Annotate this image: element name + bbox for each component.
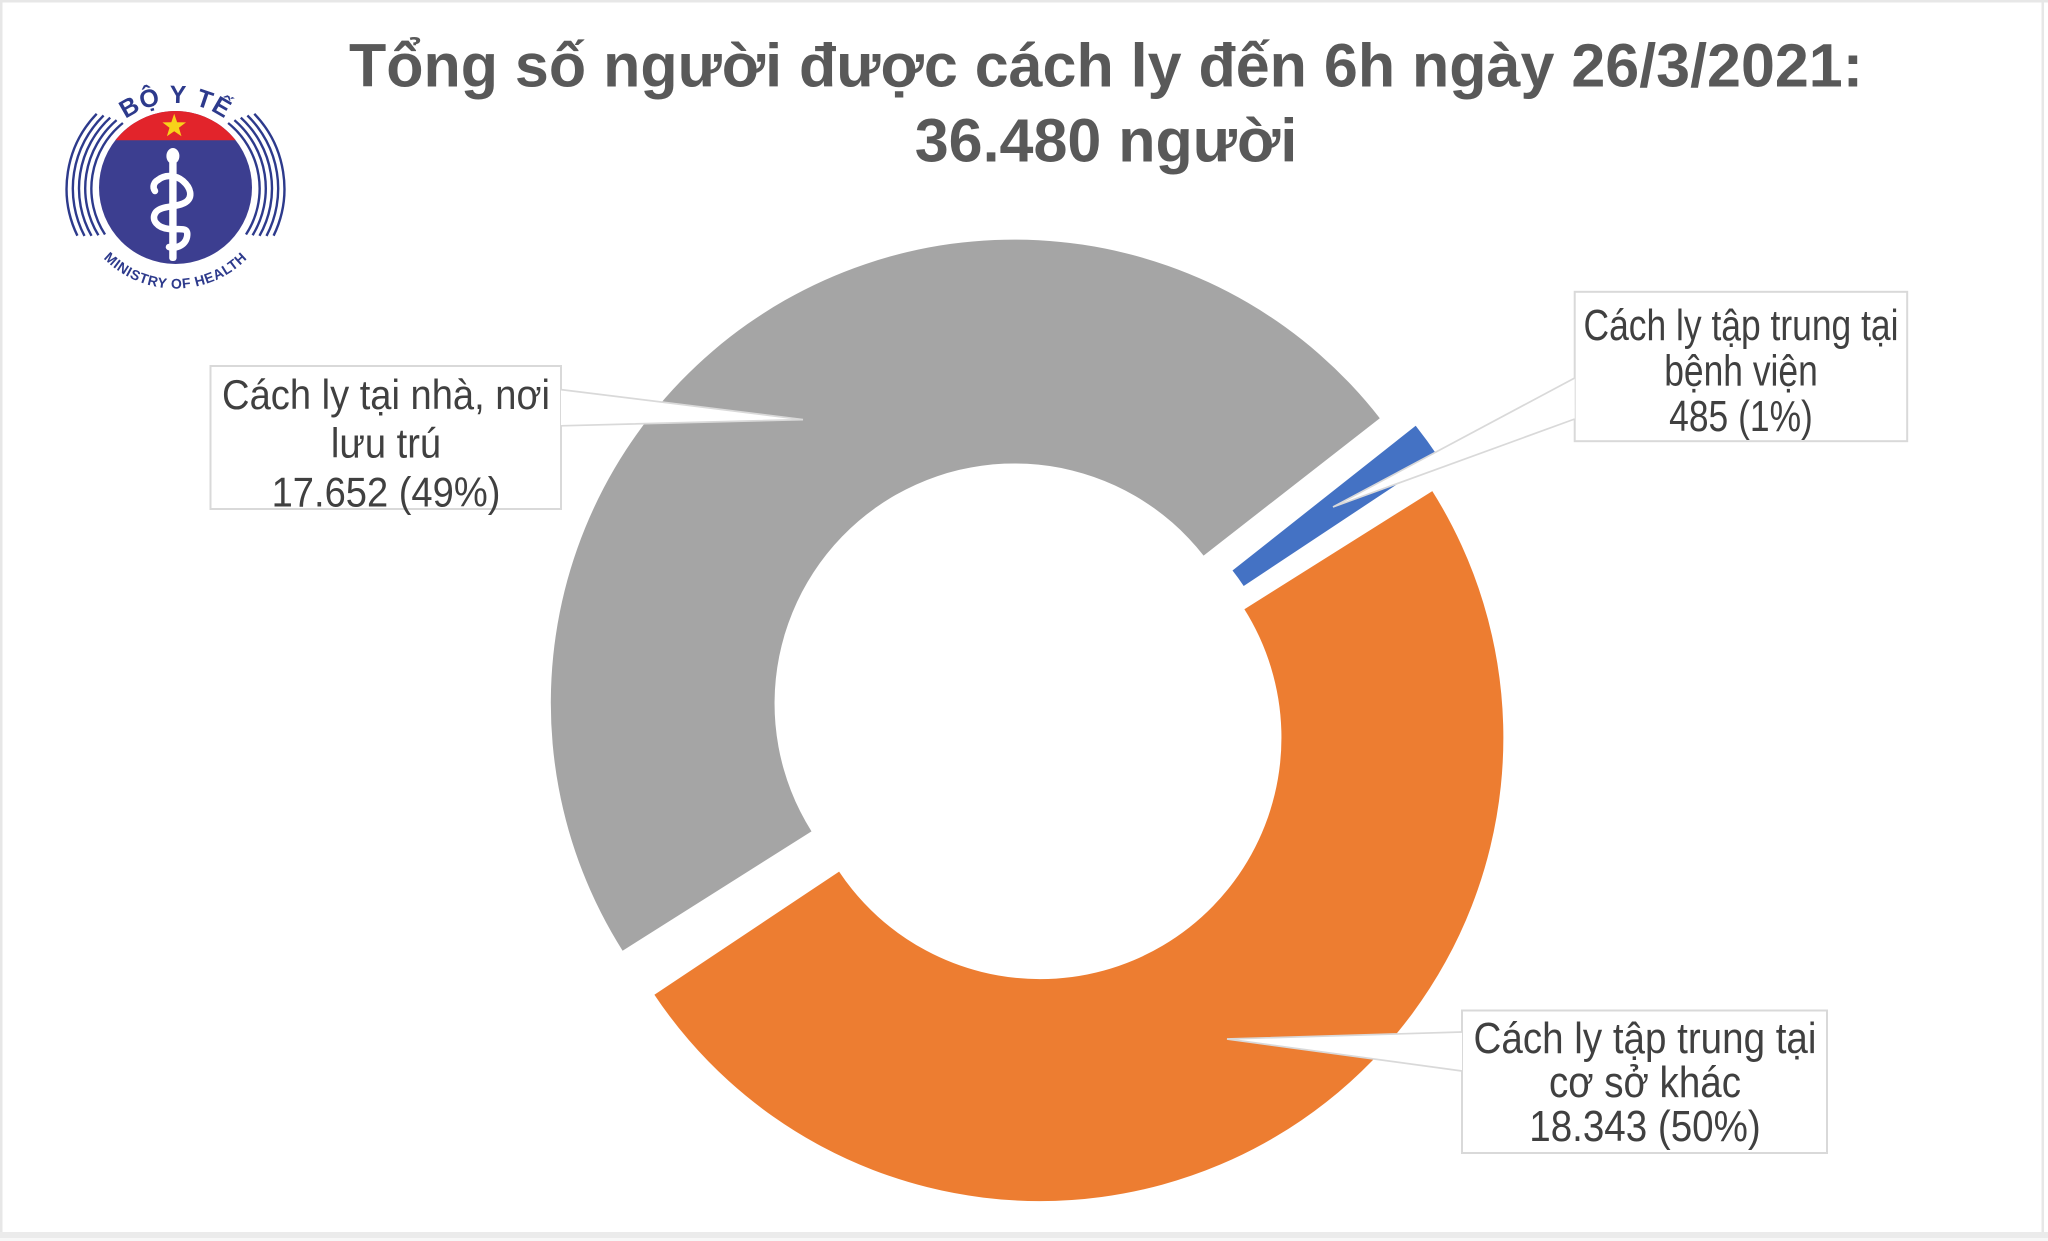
- svg-text:17.652 (49%): 17.652 (49%): [272, 470, 501, 516]
- svg-text:Cách ly tại nhà, nơi: Cách ly tại nhà, nơi: [222, 372, 550, 418]
- svg-text:Tổng số người được cách ly đến: Tổng số người được cách ly đến 6h ngày 2…: [349, 32, 1863, 100]
- svg-text:36.480 người: 36.480 người: [915, 107, 1298, 175]
- svg-text:cơ sở khác: cơ sở khác: [1549, 1058, 1741, 1107]
- svg-text:Cách ly tập trung tại: Cách ly tập trung tại: [1474, 1014, 1817, 1063]
- svg-text:18.343 (50%): 18.343 (50%): [1529, 1102, 1760, 1151]
- svg-text:lưu trú: lưu trú: [331, 421, 441, 467]
- svg-text:bệnh viện: bệnh viện: [1664, 347, 1818, 395]
- svg-text:485 (1%): 485 (1%): [1669, 392, 1813, 440]
- svg-text:Cách ly tập trung tại: Cách ly tập trung tại: [1584, 301, 1899, 349]
